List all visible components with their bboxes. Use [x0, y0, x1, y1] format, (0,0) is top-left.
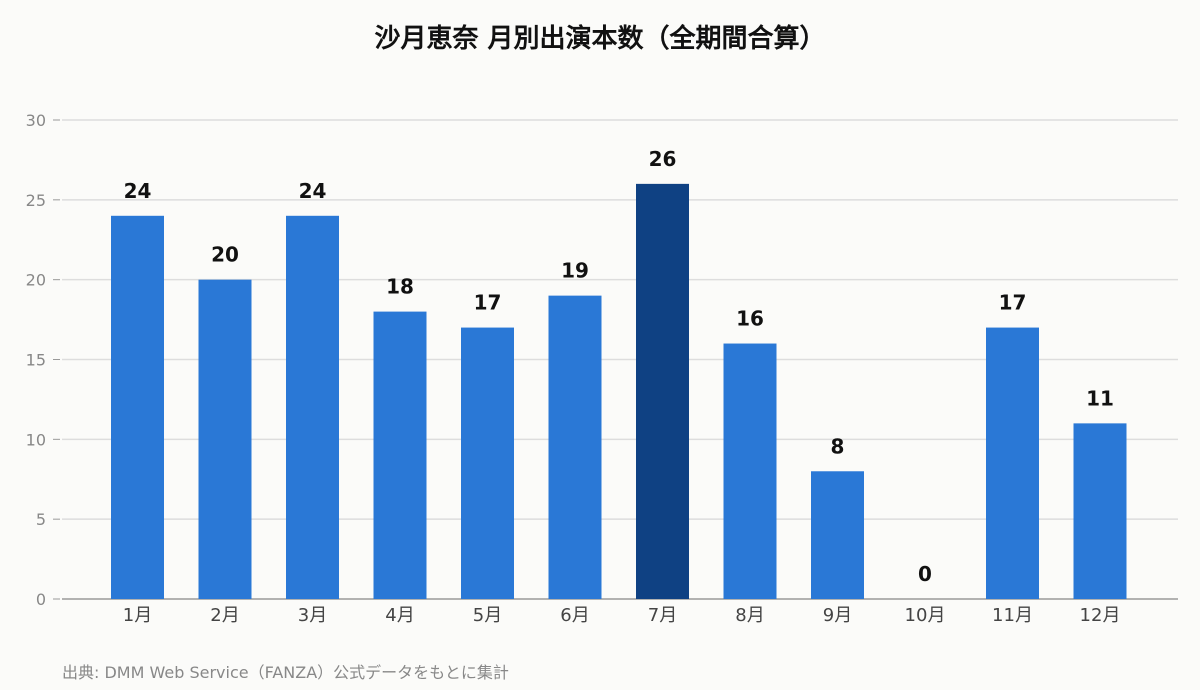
chart-title: 沙月恵奈 月別出演本数（全期間合算） — [374, 24, 826, 54]
bar — [461, 327, 514, 599]
data-label: 24 — [299, 179, 327, 203]
x-tick-label: 6月 — [560, 605, 589, 626]
data-label: 24 — [124, 179, 152, 203]
bar — [723, 343, 777, 599]
bar — [111, 215, 164, 600]
data-label: 26 — [649, 147, 677, 171]
data-label: 18 — [386, 275, 414, 299]
bar — [548, 295, 602, 599]
data-label: 19 — [561, 259, 589, 283]
x-tick-label: 2月 — [210, 605, 239, 626]
bar — [373, 311, 427, 599]
x-tick-label: 9月 — [823, 605, 852, 626]
x-tick-label: 12月 — [1080, 605, 1121, 626]
x-tick-label: 1月 — [123, 605, 152, 626]
data-label: 20 — [211, 243, 239, 267]
bar — [811, 471, 864, 599]
bar — [986, 327, 1039, 599]
y-tick-label: 5 — [36, 510, 46, 529]
x-tick-label: 5月 — [473, 605, 502, 626]
data-label: 11 — [1086, 386, 1114, 410]
data-label: 0 — [918, 562, 932, 586]
y-tick-label: 15 — [26, 351, 46, 370]
data-label: 16 — [736, 307, 764, 331]
x-tick-label: 4月 — [385, 605, 414, 626]
data-label: 17 — [999, 291, 1027, 315]
data-label: 17 — [474, 291, 502, 315]
y-tick-label: 25 — [26, 191, 46, 210]
bar — [1073, 423, 1127, 599]
source-note: 出典: DMM Web Service（FANZA）公式データをもとに集計 — [62, 663, 509, 682]
bar — [286, 215, 339, 600]
x-tick-label: 7月 — [648, 605, 677, 626]
x-tick-label: 11月 — [992, 605, 1033, 626]
x-tick-label: 10月 — [905, 605, 946, 626]
data-label: 8 — [831, 434, 845, 458]
bar — [198, 279, 252, 599]
x-tick-label: 3月 — [298, 605, 327, 626]
y-tick-label: 0 — [36, 590, 46, 609]
y-tick-label: 30 — [26, 111, 46, 130]
y-tick-label: 10 — [26, 430, 46, 449]
x-tick-label: 8月 — [735, 605, 764, 626]
y-tick-label: 20 — [26, 271, 46, 290]
bar — [636, 183, 689, 599]
